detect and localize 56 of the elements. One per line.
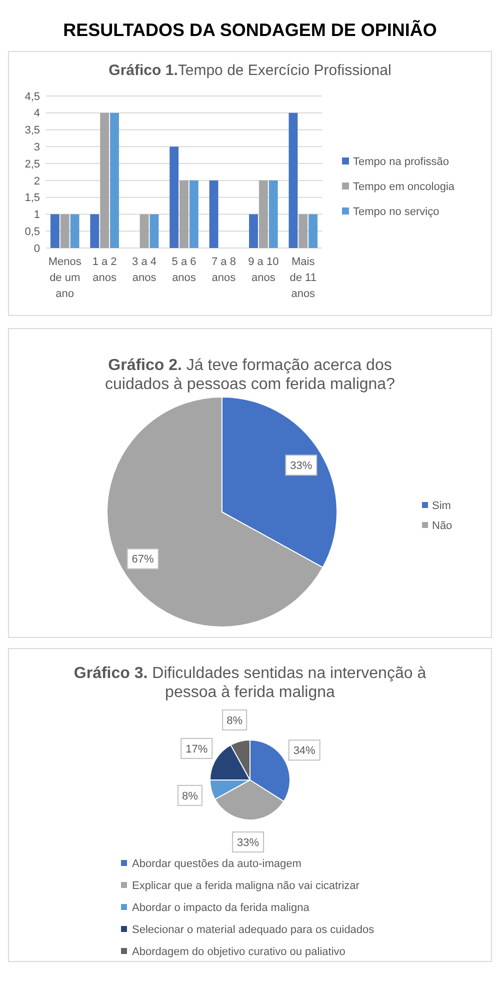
y-tick-label: 3 <box>34 142 40 154</box>
bar <box>140 214 149 248</box>
x-tick-label: 5 a 6 anos <box>172 256 196 284</box>
bar <box>150 214 159 248</box>
bar <box>170 146 179 248</box>
chart-title: Gráfico 3. Dificuldades sentidas na intervenção à pessoa à ferida maligna <box>74 665 426 702</box>
x-tick-label: 1 a 2 anos <box>92 256 117 284</box>
legend-label: Explicar que a ferida maligna não vai cicatrizar <box>132 880 360 892</box>
legend-label: Selecionar o material adequado para os cuidados <box>132 924 375 936</box>
legend-label: Abordar questões da auto-imagem <box>132 858 302 870</box>
x-tick-label: Mais de 11 anos <box>290 256 316 300</box>
x-tick-label: Menos de um ano <box>48 256 82 300</box>
legend-label: Abordar o impacto da ferida maligna <box>132 902 310 914</box>
bar <box>70 214 80 248</box>
x-tick-label: 7 a 8 anos <box>211 256 236 284</box>
bar <box>50 214 60 248</box>
y-tick-label: 3,5 <box>24 124 40 137</box>
y-tick-label: 4,5 <box>24 90 40 103</box>
data-label: 17% <box>186 743 208 756</box>
x-tick-label: 3 a 4 anos <box>132 256 157 284</box>
text: RESULTADOS DA SONDAGEM DE OPINIÃO <box>62 19 438 42</box>
data-label: 33% <box>290 460 312 472</box>
bar <box>288 112 298 248</box>
y-tick-label: 1 <box>34 209 40 222</box>
y-tick-label: 1,5 <box>24 192 40 204</box>
chart-title: Gráfico 1.Tempo de Exercício Profissional <box>108 62 392 79</box>
bar <box>180 180 188 248</box>
chart-title: Gráfico 2. Já teve formação acerca dos cuidados à pessoas com ferida maligna? <box>105 357 396 394</box>
legend-label: Tempo na profissão <box>353 156 449 168</box>
data-label: 34% <box>293 744 316 757</box>
data-label: 8% <box>182 790 198 802</box>
data-label: 67% <box>132 554 154 566</box>
bar <box>189 180 198 248</box>
bar <box>100 112 110 248</box>
legend-label: Abordagem do objetivo curativo ou paliativo <box>132 946 346 958</box>
x-tick-label: 9 a 10 anos <box>248 256 279 284</box>
y-tick-label: 4 <box>34 108 40 120</box>
bar <box>258 180 268 248</box>
y-tick-label: 2,5 <box>24 158 40 170</box>
legend-label: Sim <box>432 500 451 512</box>
bar <box>308 214 318 248</box>
legend-label: Não <box>432 520 452 532</box>
bar <box>90 214 100 248</box>
legend-label: Tempo em oncologia <box>353 180 456 193</box>
bar <box>268 180 278 248</box>
data-label: 8% <box>226 714 243 727</box>
bar <box>110 112 119 248</box>
y-tick-label: 0,5 <box>24 226 40 238</box>
legend-label: Tempo no serviço <box>353 206 440 218</box>
bar <box>60 214 70 248</box>
bar <box>298 214 308 248</box>
bar <box>249 214 258 248</box>
y-tick-label: 0 <box>34 242 40 255</box>
data-label: 33% <box>237 836 260 849</box>
y-tick-label: 2 <box>34 175 40 188</box>
bar <box>209 180 218 248</box>
